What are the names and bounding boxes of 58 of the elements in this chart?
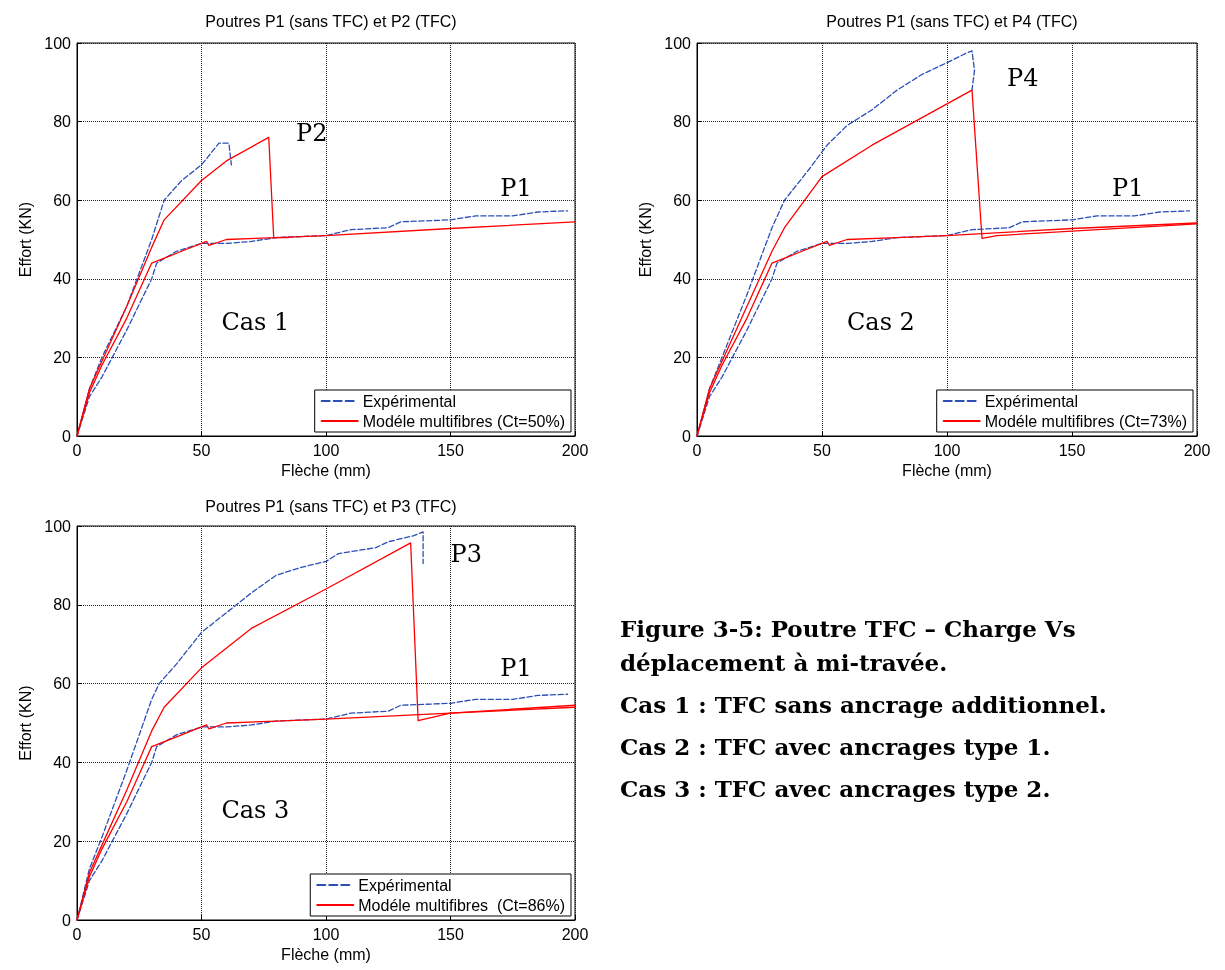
y-tick-label: 20 (673, 348, 692, 366)
x-tick-label: 150 (1058, 441, 1086, 459)
y-tick-label: 100 (44, 517, 72, 535)
legend-label: Modéle multifibres (Ct=86%) (358, 896, 566, 914)
legend-label: Expérimental (358, 876, 452, 894)
x-tick-label: 50 (813, 441, 831, 459)
chart-title: Poutres P1 (sans TFC) et P2 (TFC) (205, 12, 457, 30)
y-tick-label: 100 (44, 34, 72, 52)
y-tick-label: 60 (673, 191, 692, 209)
y-tick-label: 0 (682, 427, 692, 445)
x-axis-title: Flèche (mm) (902, 462, 992, 480)
y-tick-label: 0 (62, 427, 72, 445)
x-axis-title: Flèche (mm) (281, 946, 371, 964)
x-tick-label: 200 (561, 441, 589, 459)
y-tick-label: 20 (53, 348, 72, 366)
x-tick-label: 150 (437, 441, 464, 459)
y-tick-label: 40 (673, 270, 692, 288)
text: Cas 2 : TFC avec ancrages type 1. (620, 732, 1052, 762)
annotation: Cas 1 (221, 308, 290, 337)
text: Figure 3-5: Poutre TFC – Charge Vs déplacement à mi-travée. (620, 614, 1077, 678)
x-tick-label: 150 (437, 925, 464, 943)
annotation: P3 (450, 539, 482, 568)
x-tick-label: 100 (312, 925, 340, 943)
legend-label: Modéle multifibres (Ct=50%) (362, 412, 565, 430)
chart-title: Poutres P1 (sans TFC) et P3 (TFC) (205, 497, 457, 515)
annotation: Cas 2 (847, 308, 915, 337)
annotation: P1 (1112, 174, 1144, 203)
annotation: P4 (1007, 64, 1039, 93)
legend-label: Expérimental (362, 392, 457, 410)
y-tick-label: 80 (53, 596, 72, 614)
annotation: P1 (500, 174, 532, 203)
text: Cas 1 : TFC sans ancrage additionnel. (620, 690, 1108, 720)
text: Cas 3 : TFC avec ancrages type 2. (620, 774, 1052, 804)
annotation: Cas 3 (221, 795, 290, 824)
x-tick-label: 50 (192, 441, 211, 459)
y-tick-label: 60 (53, 191, 72, 209)
x-axis-title: Flèche (mm) (281, 462, 371, 480)
annotation: P2 (296, 119, 328, 148)
x-tick-label: 200 (561, 925, 589, 943)
y-tick-label: 60 (53, 675, 72, 693)
chart-title: Poutres P1 (sans TFC) et P4 (TFC) (826, 12, 1078, 30)
x-tick-label: 200 (1183, 441, 1211, 459)
y-axis-title: Effort (KN) (16, 685, 34, 761)
legend-label: Modéle multifibres (Ct=73%) (984, 412, 1187, 430)
legend-label: Expérimental (984, 392, 1079, 410)
y-tick-label: 40 (53, 270, 72, 288)
y-tick-label: 20 (53, 832, 72, 850)
x-tick-label: 50 (192, 925, 211, 943)
x-tick-label: 100 (312, 441, 340, 459)
y-tick-label: 0 (62, 911, 72, 929)
y-axis-title: Effort (KN) (16, 201, 34, 278)
y-tick-label: 40 (53, 753, 72, 771)
y-axis-title: Effort (KN) (636, 201, 654, 278)
y-tick-label: 100 (664, 34, 692, 52)
x-tick-label: 100 (933, 441, 961, 459)
annotation: P1 (500, 653, 532, 682)
y-tick-label: 80 (673, 113, 692, 131)
y-tick-label: 80 (53, 113, 72, 131)
